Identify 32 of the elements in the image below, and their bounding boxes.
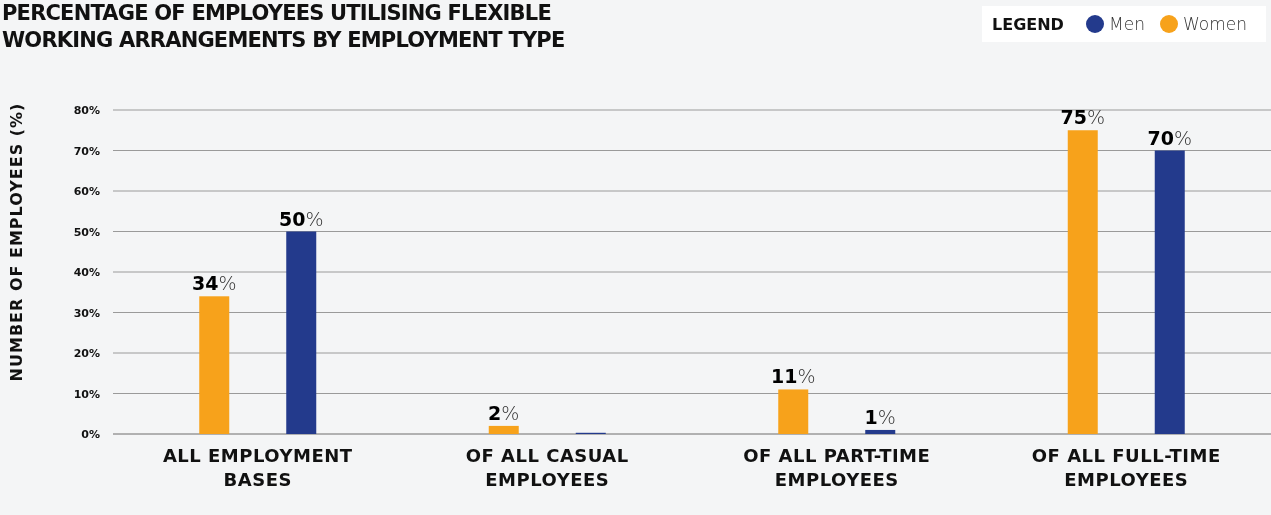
data-label: 70% bbox=[1147, 126, 1193, 149]
legend-title: LEGEND bbox=[992, 15, 1064, 34]
y-tick-label: 0% bbox=[81, 428, 100, 441]
data-label: 50% bbox=[278, 207, 324, 230]
y-tick-label: 50% bbox=[73, 225, 100, 239]
bar bbox=[1067, 130, 1098, 434]
bar bbox=[1154, 150, 1185, 434]
y-tick-label: 70% bbox=[73, 144, 100, 158]
x-tick-label: OF ALL CASUAL EMPLOYEES bbox=[465, 445, 629, 490]
data-label: 2% bbox=[488, 401, 520, 424]
y-tick-label: 40% bbox=[73, 266, 100, 279]
legend-label: Men bbox=[1109, 14, 1145, 34]
bar bbox=[865, 429, 896, 434]
x-tick-label: ALL EMPLOYMENT BASES bbox=[162, 445, 353, 490]
bar bbox=[199, 296, 230, 434]
chart-title: PERCENTAGE OF EMPLOYEES UTILISING FLEXIBLE WORKING ARRANGEMENTS BY EMPLOYMENT TYPE bbox=[2, 1, 565, 52]
data-label: 75% bbox=[1060, 106, 1106, 129]
bar bbox=[286, 231, 317, 434]
bar bbox=[488, 425, 519, 434]
data-label: 34% bbox=[191, 272, 237, 295]
y-tick-label: 60% bbox=[73, 185, 100, 198]
data-label: 1% bbox=[864, 405, 896, 428]
x-tick-label: OF ALL FULL-TIME EMPLOYEES bbox=[1031, 445, 1221, 490]
bar bbox=[778, 389, 809, 434]
y-tick-label: 30% bbox=[73, 306, 100, 320]
y-axis-title: NUMBER OF EMPLOYEES (%) bbox=[7, 102, 26, 382]
legend-label: Women bbox=[1183, 14, 1248, 34]
y-tick-label: 10% bbox=[73, 387, 100, 401]
y-tick-label: 20% bbox=[73, 347, 100, 360]
x-tick-label: OF ALL PART-TIME EMPLOYEES bbox=[743, 445, 931, 490]
data-label: 11% bbox=[770, 365, 816, 388]
y-tick-label: 80% bbox=[73, 104, 100, 117]
